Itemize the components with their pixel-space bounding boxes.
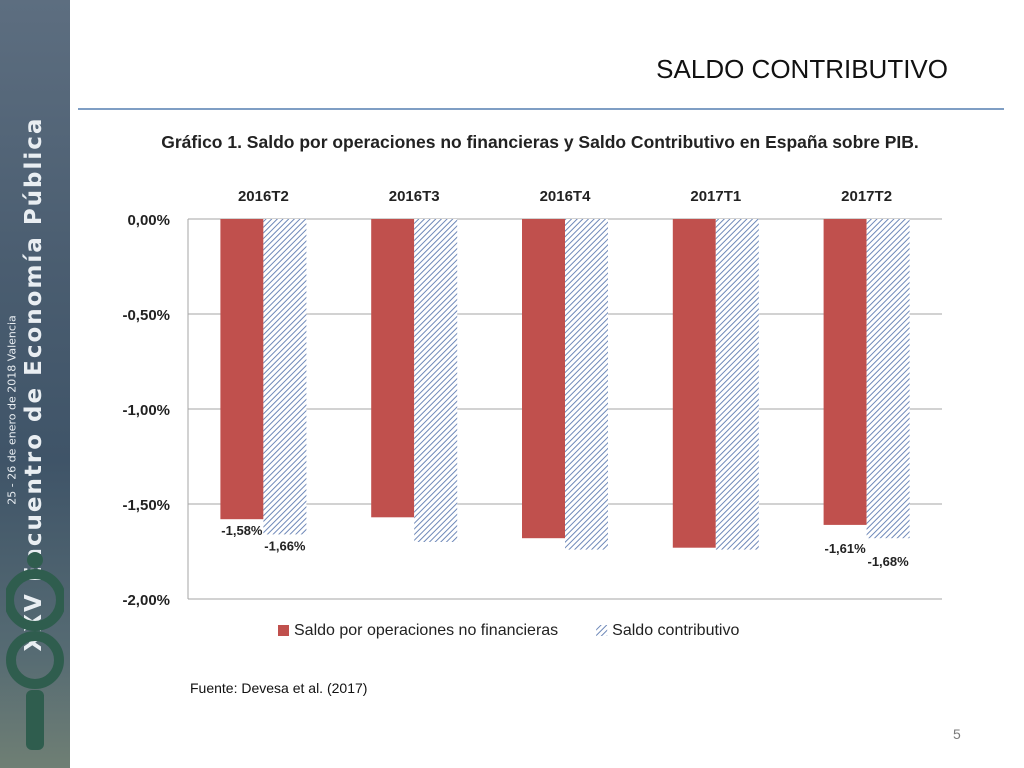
- category-label: 2016T3: [389, 188, 440, 205]
- bar-chart: 0,00% -0,50% -1,00% -1,50% -2,00% 2016T2 2016…: [122, 188, 942, 639]
- source-note: Fuente: Devesa et al. (2017): [190, 680, 368, 696]
- category-label: 2016T2: [238, 188, 289, 205]
- bar-saldo-operaciones: [672, 219, 716, 548]
- y-tick-label: -2,00%: [122, 592, 170, 609]
- iep-logo: [6, 552, 64, 750]
- category-label: 2017T1: [690, 188, 741, 205]
- y-tick-label: -0,50%: [122, 307, 170, 324]
- bar-saldo-operaciones: [522, 219, 565, 539]
- y-tick-label: -1,00%: [122, 402, 170, 419]
- data-label: -1,66%: [264, 538, 306, 553]
- data-label: -1,61%: [824, 541, 866, 556]
- bar-saldo-operaciones: [220, 219, 264, 520]
- bar-saldo-operaciones: [823, 219, 867, 525]
- bar-saldo-contributivo: [414, 219, 458, 542]
- bar-saldo-contributivo: [263, 219, 307, 535]
- y-tick-label: -1,50%: [122, 497, 170, 514]
- legend-label: Saldo contributivo: [612, 622, 739, 639]
- y-tick-label: 0,00%: [127, 212, 170, 229]
- bar-saldo-operaciones: [371, 219, 415, 518]
- legend-swatch: [596, 625, 608, 636]
- legend-swatch: [278, 625, 289, 636]
- bar-saldo-contributivo: [565, 219, 608, 550]
- category-label: 2017T2: [841, 188, 892, 205]
- bar-saldo-contributivo: [866, 219, 910, 539]
- page-number: 5: [953, 726, 961, 742]
- title-divider: [78, 108, 1004, 110]
- data-label: -1,58%: [221, 523, 263, 538]
- sidebar-banner: XXV Encuentro de Economía Pública 25 - 2…: [0, 0, 70, 768]
- bar-saldo-contributivo: [715, 219, 759, 550]
- legend-label: Saldo por operaciones no financieras: [294, 622, 558, 639]
- slide-title: SALDO CONTRIBUTIVO: [656, 54, 948, 84]
- chart-subtitle: Gráfico 1. Saldo por operaciones no fina…: [161, 132, 919, 152]
- category-label: 2016T4: [540, 188, 592, 205]
- data-label: -1,68%: [867, 554, 909, 569]
- event-date-place: 25 - 26 de enero de 2018 Valencia: [5, 315, 19, 505]
